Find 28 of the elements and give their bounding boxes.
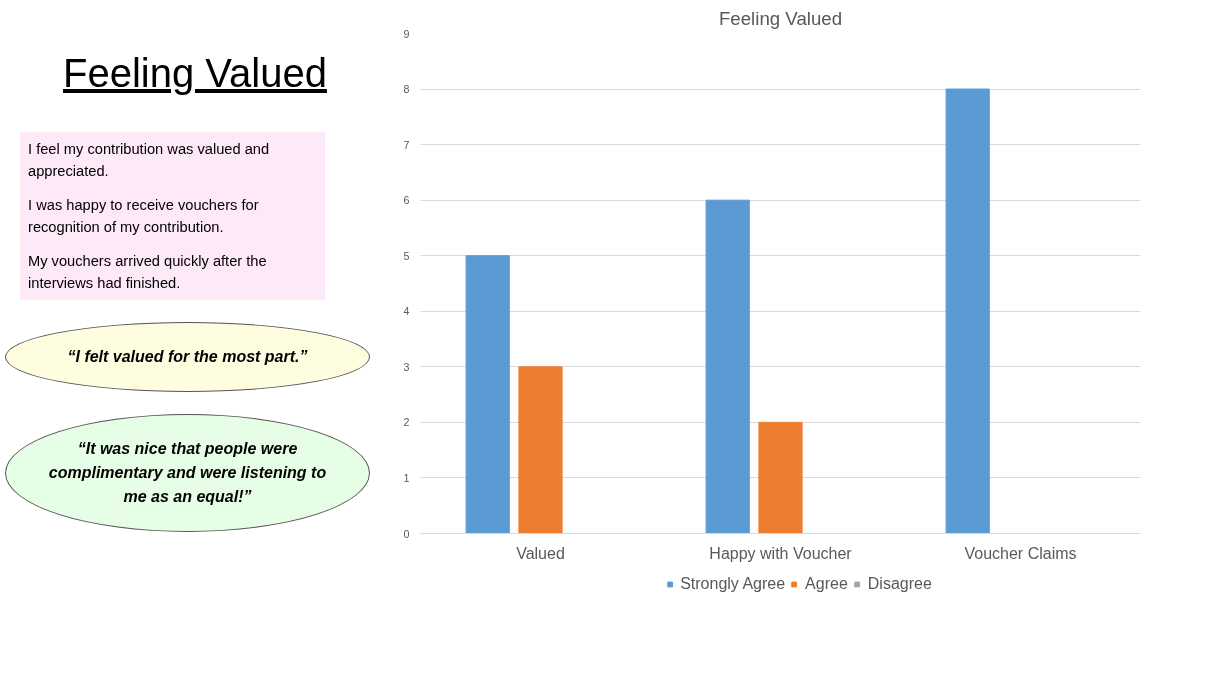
text: I was happy to receive vouchers for recognition of my contribution. — [20, 188, 325, 245]
text: I feel my contribution was valued and appreciated. — [20, 132, 325, 189]
bar — [705, 199, 750, 534]
y-tick-label: 6 — [403, 194, 410, 207]
y-tick-label: 9 — [403, 27, 410, 40]
bar — [758, 421, 803, 534]
legend-label: Agree — [805, 575, 848, 593]
text: “I felt valued for the most part.” — [5, 322, 370, 393]
legend-label: Disagree — [867, 575, 932, 593]
bar — [518, 366, 563, 534]
y-tick-label: 8 — [403, 83, 410, 96]
bar — [945, 88, 990, 534]
y-tick-label: 5 — [403, 249, 410, 262]
y-tick-label: 4 — [403, 305, 410, 318]
x-tick-label: Voucher Claims — [964, 544, 1077, 562]
y-tick-label: 3 — [403, 360, 410, 373]
bar — [465, 255, 510, 534]
y-tick-label: 7 — [403, 138, 410, 151]
x-tick-label: Valued — [516, 544, 565, 562]
text: Feeling Valued — [62, 50, 328, 97]
y-tick-label: 2 — [403, 416, 410, 429]
chart-title: Feeling Valued — [718, 7, 843, 29]
legend-label: Strongly Agree — [680, 575, 786, 593]
y-tick-label: 0 — [403, 527, 410, 540]
y-tick-label: 1 — [403, 471, 410, 484]
text: My vouchers arrived quickly after the interviews had finished. — [20, 244, 325, 301]
x-tick-label: Happy with Voucher — [709, 544, 853, 562]
text: “It was nice that people were complimentary and were listening to me as an equal!” — [5, 414, 370, 533]
